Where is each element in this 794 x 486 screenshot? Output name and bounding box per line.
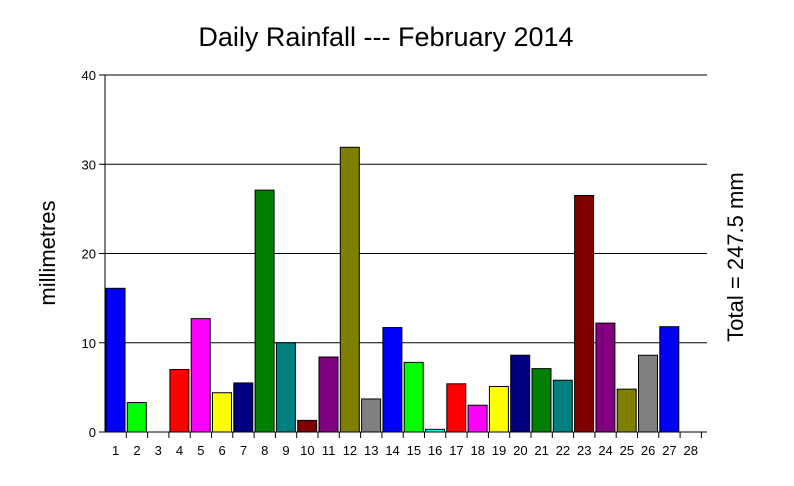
x-tick-label: 21 — [534, 443, 548, 458]
x-tick-label: 5 — [197, 443, 204, 458]
y-tick-label: 0 — [89, 425, 96, 440]
x-tick-label: 11 — [322, 443, 336, 458]
x-tick-label: 7 — [240, 443, 247, 458]
bar — [169, 369, 190, 433]
x-tick-label: 12 — [343, 443, 357, 458]
bar — [318, 356, 339, 433]
bar — [595, 322, 616, 433]
x-tick-label: 3 — [155, 443, 162, 458]
bar — [212, 392, 232, 433]
bar — [403, 361, 424, 433]
x-tick-label: 13 — [364, 443, 378, 458]
y-tick-label: 30 — [82, 157, 96, 172]
bar — [552, 379, 573, 433]
chart-title: Daily Rainfall --- February 2014 — [198, 22, 573, 52]
y-tick-labels: 0 10 20 30 40 — [82, 68, 96, 440]
bar — [616, 388, 637, 433]
bar — [510, 354, 531, 433]
bar — [659, 326, 680, 433]
x-tick-label: 17 — [449, 443, 463, 458]
x-tick-label: 10 — [300, 443, 314, 458]
x-tick-label: 18 — [471, 443, 485, 458]
x-tick-label: 16 — [428, 443, 442, 458]
bar — [467, 404, 488, 433]
x-tick-label: 1 — [112, 443, 119, 458]
y-tick-label: 10 — [82, 336, 96, 351]
x-tick-label: 27 — [662, 443, 676, 458]
bar — [105, 287, 126, 433]
x-tick-label: 26 — [641, 443, 655, 458]
x-tick-label: 23 — [577, 443, 591, 458]
bar — [126, 402, 147, 433]
axes — [99, 74, 707, 438]
y-tick-label: 40 — [82, 68, 96, 83]
x-tick-label: 24 — [598, 443, 612, 458]
gridlines — [105, 74, 707, 344]
bar — [446, 383, 467, 433]
bar — [275, 342, 296, 433]
bar — [531, 368, 552, 433]
y-axis-label: millimetres — [35, 200, 60, 305]
bar — [254, 189, 275, 433]
bar — [488, 385, 509, 433]
bar — [190, 318, 211, 433]
bar — [574, 194, 595, 433]
x-tick-label: 8 — [261, 443, 268, 458]
x-tick-label: 28 — [684, 443, 698, 458]
x-tick-label: 2 — [133, 443, 140, 458]
x-tick-label: 19 — [492, 443, 506, 458]
bar — [339, 146, 360, 433]
bar — [233, 382, 254, 433]
bar — [382, 327, 403, 433]
bars — [105, 146, 680, 433]
x-tick-label: 14 — [385, 443, 399, 458]
y-tick-label: 20 — [82, 247, 96, 262]
x-tick-label: 15 — [407, 443, 421, 458]
bar — [297, 419, 318, 433]
x-tick-label: 25 — [620, 443, 634, 458]
x-tick-label: 6 — [219, 443, 226, 458]
x-tick-label: 22 — [556, 443, 570, 458]
x-tick-label: 20 — [513, 443, 527, 458]
total-label: Total = 247.5 mm — [723, 172, 748, 341]
x-tick-label: 9 — [282, 443, 289, 458]
bar — [361, 398, 382, 433]
bar — [638, 354, 658, 433]
x-tick-labels: 1 2 3 4 5 6 7 8 9 10 11 12 13 14 15 16 17 18 19 20 21 22 23 24 2… — [112, 443, 698, 458]
x-tick-label: 4 — [176, 443, 183, 458]
